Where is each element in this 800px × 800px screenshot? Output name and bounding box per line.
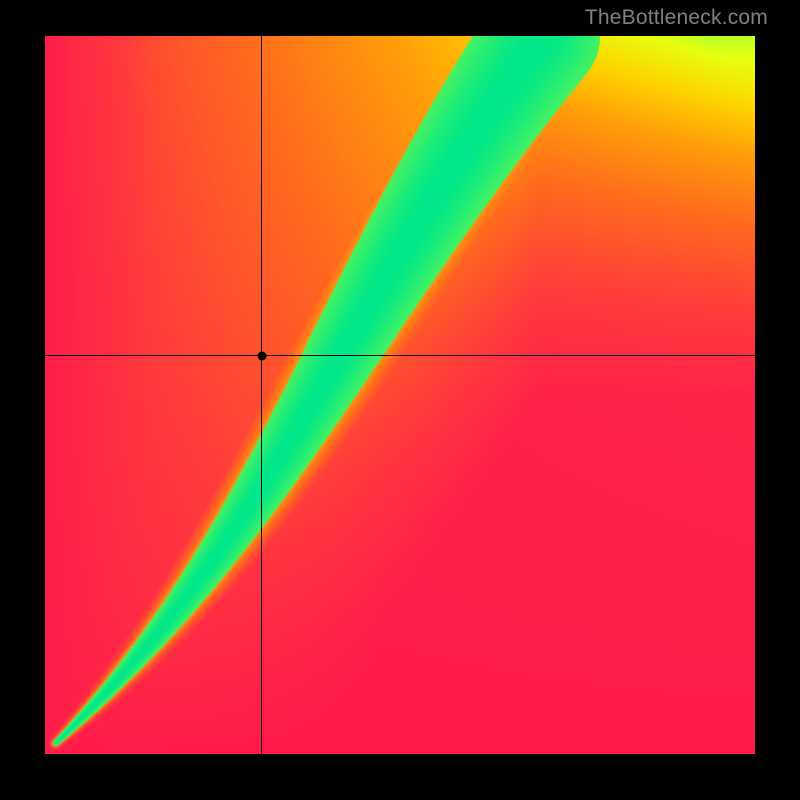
crosshair-point (257, 351, 266, 360)
watermark-text: TheBottleneck.com (585, 6, 768, 30)
chart-container: TheBottleneck.com (0, 0, 800, 800)
heatmap-canvas (45, 36, 755, 754)
heatmap-plot (45, 36, 755, 754)
crosshair-vertical (261, 36, 262, 754)
crosshair-horizontal (45, 355, 755, 356)
